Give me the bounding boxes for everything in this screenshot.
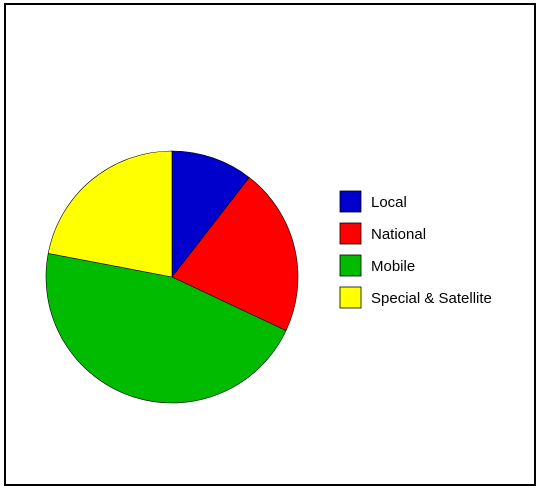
legend-swatch-national: [339, 222, 362, 245]
pie-slice-national: [171, 177, 299, 332]
legend-swatch-special-satellite: [339, 286, 362, 309]
legend-label: Special & Satellite: [371, 290, 492, 307]
legend-label: Local: [371, 194, 407, 211]
legend-swatch-mobile: [339, 254, 362, 277]
legend: Local National Mobile Special & Satellite: [339, 190, 492, 309]
pie-slice-local: [171, 150, 250, 278]
legend-label: National: [371, 226, 426, 243]
pie-slice-special-satellite: [47, 150, 173, 278]
pie-slices: [45, 150, 299, 404]
pie-slice-mobile: [45, 253, 287, 404]
legend-swatch-local: [339, 190, 362, 213]
legend-label: Mobile: [371, 258, 415, 275]
